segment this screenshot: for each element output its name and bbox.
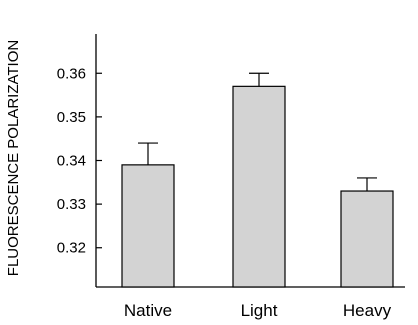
y-tick-label: 0.32	[57, 240, 86, 257]
y-axis-label: FLUORESCENCE POLARIZATION	[5, 40, 22, 276]
bar-heavy	[340, 190, 394, 288]
y-tick-label: 0.34	[57, 153, 86, 170]
category-labels: Native Light Heavy	[124, 301, 392, 320]
category-label-native: Native	[124, 301, 172, 320]
y-tick-label: 0.36	[57, 65, 86, 82]
category-label-heavy: Heavy	[343, 301, 392, 320]
y-tick-label: 0.33	[57, 196, 86, 213]
bar-light	[232, 85, 286, 288]
category-label-light: Light	[241, 301, 278, 320]
bars	[121, 72, 394, 288]
bar-native	[121, 164, 175, 288]
y-tick-label: 0.35	[57, 109, 86, 126]
y-ticks: 0.32 0.33 0.34 0.35 0.36	[57, 65, 102, 257]
